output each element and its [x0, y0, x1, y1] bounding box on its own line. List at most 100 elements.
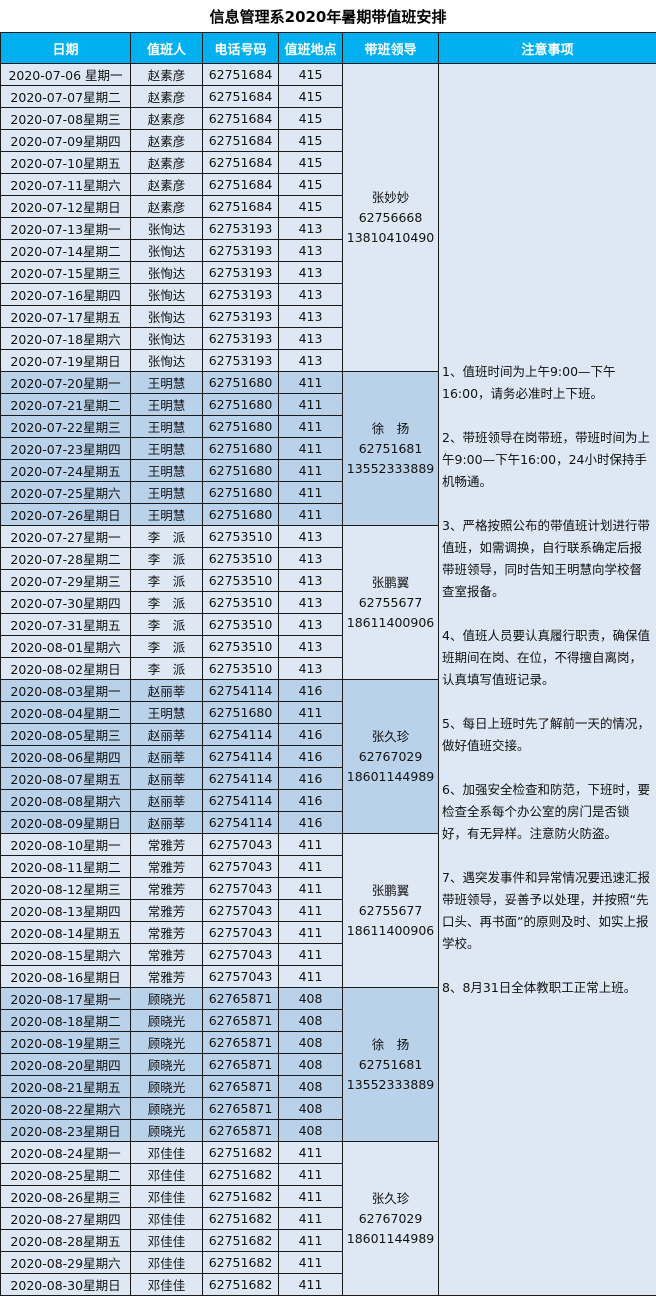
date-cell: 2020-08-15星期六 — [0, 943, 131, 966]
location-cell: 408 — [278, 1075, 343, 1098]
leader-cell: 张妙妙 62756668 13810410490 — [342, 63, 439, 372]
leader-cell: 张鹏翼 62755677 18611400906 — [342, 833, 439, 988]
leader-cell: 徐 扬 62751681 13552333889 — [342, 987, 439, 1142]
date-cell: 2020-08-28星期五 — [0, 1229, 131, 1252]
location-cell: 413 — [278, 613, 343, 636]
date-cell: 2020-08-17星期一 — [0, 987, 131, 1010]
leader-name: 徐 扬 — [371, 1036, 410, 1052]
phone-cell: 62753193 — [202, 261, 279, 284]
date-cell: 2020-08-04星期二 — [0, 701, 131, 724]
leader-cell: 张久珍 62767029 18601144989 — [342, 679, 439, 834]
location-cell: 411 — [278, 1273, 343, 1296]
date-cell: 2020-08-03星期一 — [0, 679, 131, 702]
phone-cell: 62765871 — [202, 1119, 279, 1142]
location-cell: 413 — [278, 327, 343, 350]
phone-cell: 62753510 — [202, 525, 279, 548]
leader-mobile: 13810410490 — [346, 229, 435, 245]
phone-cell: 62751682 — [202, 1163, 279, 1186]
location-cell: 411 — [278, 1163, 343, 1186]
date-cell: 2020-07-20星期一 — [0, 371, 131, 394]
location-cell: 411 — [278, 1251, 343, 1274]
date-cell: 2020-07-16星期四 — [0, 283, 131, 306]
table-row: 2020-07-31星期五李 派 62753510 413 — [0, 613, 656, 636]
date-cell: 2020-07-23星期四 — [0, 437, 131, 460]
phone-cell: 62754114 — [202, 679, 279, 702]
table-row: 2020-08-13星期四 常雅芳 62757043 411 — [0, 899, 656, 922]
phone-cell: 62753193 — [202, 349, 279, 372]
location-cell: 415 — [278, 63, 343, 86]
duty-person-cell: 顾晓光 — [130, 1119, 203, 1142]
duty-person-cell: 邓佳佳 — [130, 1163, 203, 1186]
table-row: 2020-08-17星期一 顾晓光 62765871 408 徐 扬 62751681 13… — [0, 987, 656, 1142]
location-cell: 411 — [278, 459, 343, 482]
location-cell: 413 — [278, 591, 343, 614]
location-cell: 415 — [278, 195, 343, 218]
leader-phone: 62756668 — [358, 209, 423, 225]
phone-cell: 62753193 — [202, 217, 279, 240]
phone-cell: 62765871 — [202, 1009, 279, 1032]
duty-person-cell: 顾晓光 — [130, 1053, 203, 1076]
leader-phone: 62767029 — [358, 748, 423, 764]
date-cell: 2020-08-02星期日 — [0, 657, 131, 680]
phone-cell: 62757043 — [202, 877, 279, 900]
date-cell: 2020-07-10星期五 — [0, 151, 131, 174]
duty-person-cell: 李 派 — [130, 635, 203, 658]
duty-person-cell: 顾晓光 — [130, 1075, 203, 1098]
date-cell: 2020-07-24星期五 — [0, 459, 131, 482]
location-cell: 413 — [278, 217, 343, 240]
table-row: 2020-08-28星期五 邓佳佳 62751682 411 — [0, 1229, 656, 1252]
location-cell: 411 — [278, 1207, 343, 1230]
location-cell: 411 — [278, 371, 343, 394]
phone-cell: 62754114 — [202, 767, 279, 790]
duty-person-cell: 李 派 — [130, 525, 203, 548]
phone-cell: 62754114 — [202, 723, 279, 746]
table-row: 2020-08-23星期日 顾晓光 62765871 408 — [0, 1119, 656, 1142]
location-cell: 411 — [278, 437, 343, 460]
location-cell: 411 — [278, 1185, 343, 1208]
table-row: 2020-07-20星期一 王明慧 62751680 411 徐 扬 62751681 13… — [0, 371, 656, 526]
location-cell: 408 — [278, 987, 343, 1010]
location-cell: 413 — [278, 569, 343, 592]
header-phone: 电话号码 — [202, 32, 279, 64]
table-row: 2020-07-08星期三 赵素彦 62751684 415 — [0, 107, 656, 130]
location-cell: 413 — [278, 547, 343, 570]
table-row: 2020-07-14星期二 张恂达 62753193 413 — [0, 239, 656, 262]
phone-cell: 62751680 — [202, 437, 279, 460]
location-cell: 411 — [278, 855, 343, 878]
date-cell: 2020-07-26星期日 — [0, 503, 131, 526]
phone-cell: 62757043 — [202, 921, 279, 944]
phone-cell: 62751682 — [202, 1141, 279, 1164]
location-cell: 413 — [278, 657, 343, 680]
duty-person-cell: 赵素彦 — [130, 85, 203, 108]
leader-name: 张久珍 — [371, 728, 410, 744]
date-cell: 2020-08-14星期五 — [0, 921, 131, 944]
phone-cell: 62765871 — [202, 1097, 279, 1120]
duty-person-cell: 张恂达 — [130, 217, 203, 240]
duty-person-cell: 王明慧 — [130, 459, 203, 482]
location-cell: 416 — [278, 745, 343, 768]
table-row: 2020-07-06 星期一 赵素彦 62751684 415 张妙妙 62756668 1… — [0, 63, 656, 1296]
phone-cell: 62751680 — [202, 371, 279, 394]
location-cell: 411 — [278, 1141, 343, 1164]
phone-cell: 62751680 — [202, 459, 279, 482]
phone-cell: 62754114 — [202, 811, 279, 834]
duty-person-cell: 张恂达 — [130, 239, 203, 262]
phone-cell: 62753193 — [202, 305, 279, 328]
table-row: 2020-08-05星期三 赵丽莘 62754114 416 — [0, 723, 656, 746]
date-cell: 2020-08-06星期四 — [0, 745, 131, 768]
table-row: 2020-08-26星期三 邓佳佳 62751682 411 — [0, 1185, 656, 1208]
date-cell: 2020-07-25星期六 — [0, 481, 131, 504]
phone-cell: 62765871 — [202, 1053, 279, 1076]
location-cell: 415 — [278, 129, 343, 152]
date-cell: 2020-08-10星期一 — [0, 833, 131, 856]
duty-person-cell: 顾晓光 — [130, 987, 203, 1010]
leader-mobile: 18601144989 — [346, 1230, 435, 1246]
date-cell: 2020-08-22星期六 — [0, 1097, 131, 1120]
duty-person-cell: 赵丽莘 — [130, 745, 203, 768]
duty-person-cell: 赵丽莘 — [130, 767, 203, 790]
duty-person-cell: 赵丽莘 — [130, 679, 203, 702]
date-cell: 2020-07-18星期六 — [0, 327, 131, 350]
location-cell: 408 — [278, 1053, 343, 1076]
duty-person-cell: 常雅芳 — [130, 833, 203, 856]
location-cell: 416 — [278, 679, 343, 702]
